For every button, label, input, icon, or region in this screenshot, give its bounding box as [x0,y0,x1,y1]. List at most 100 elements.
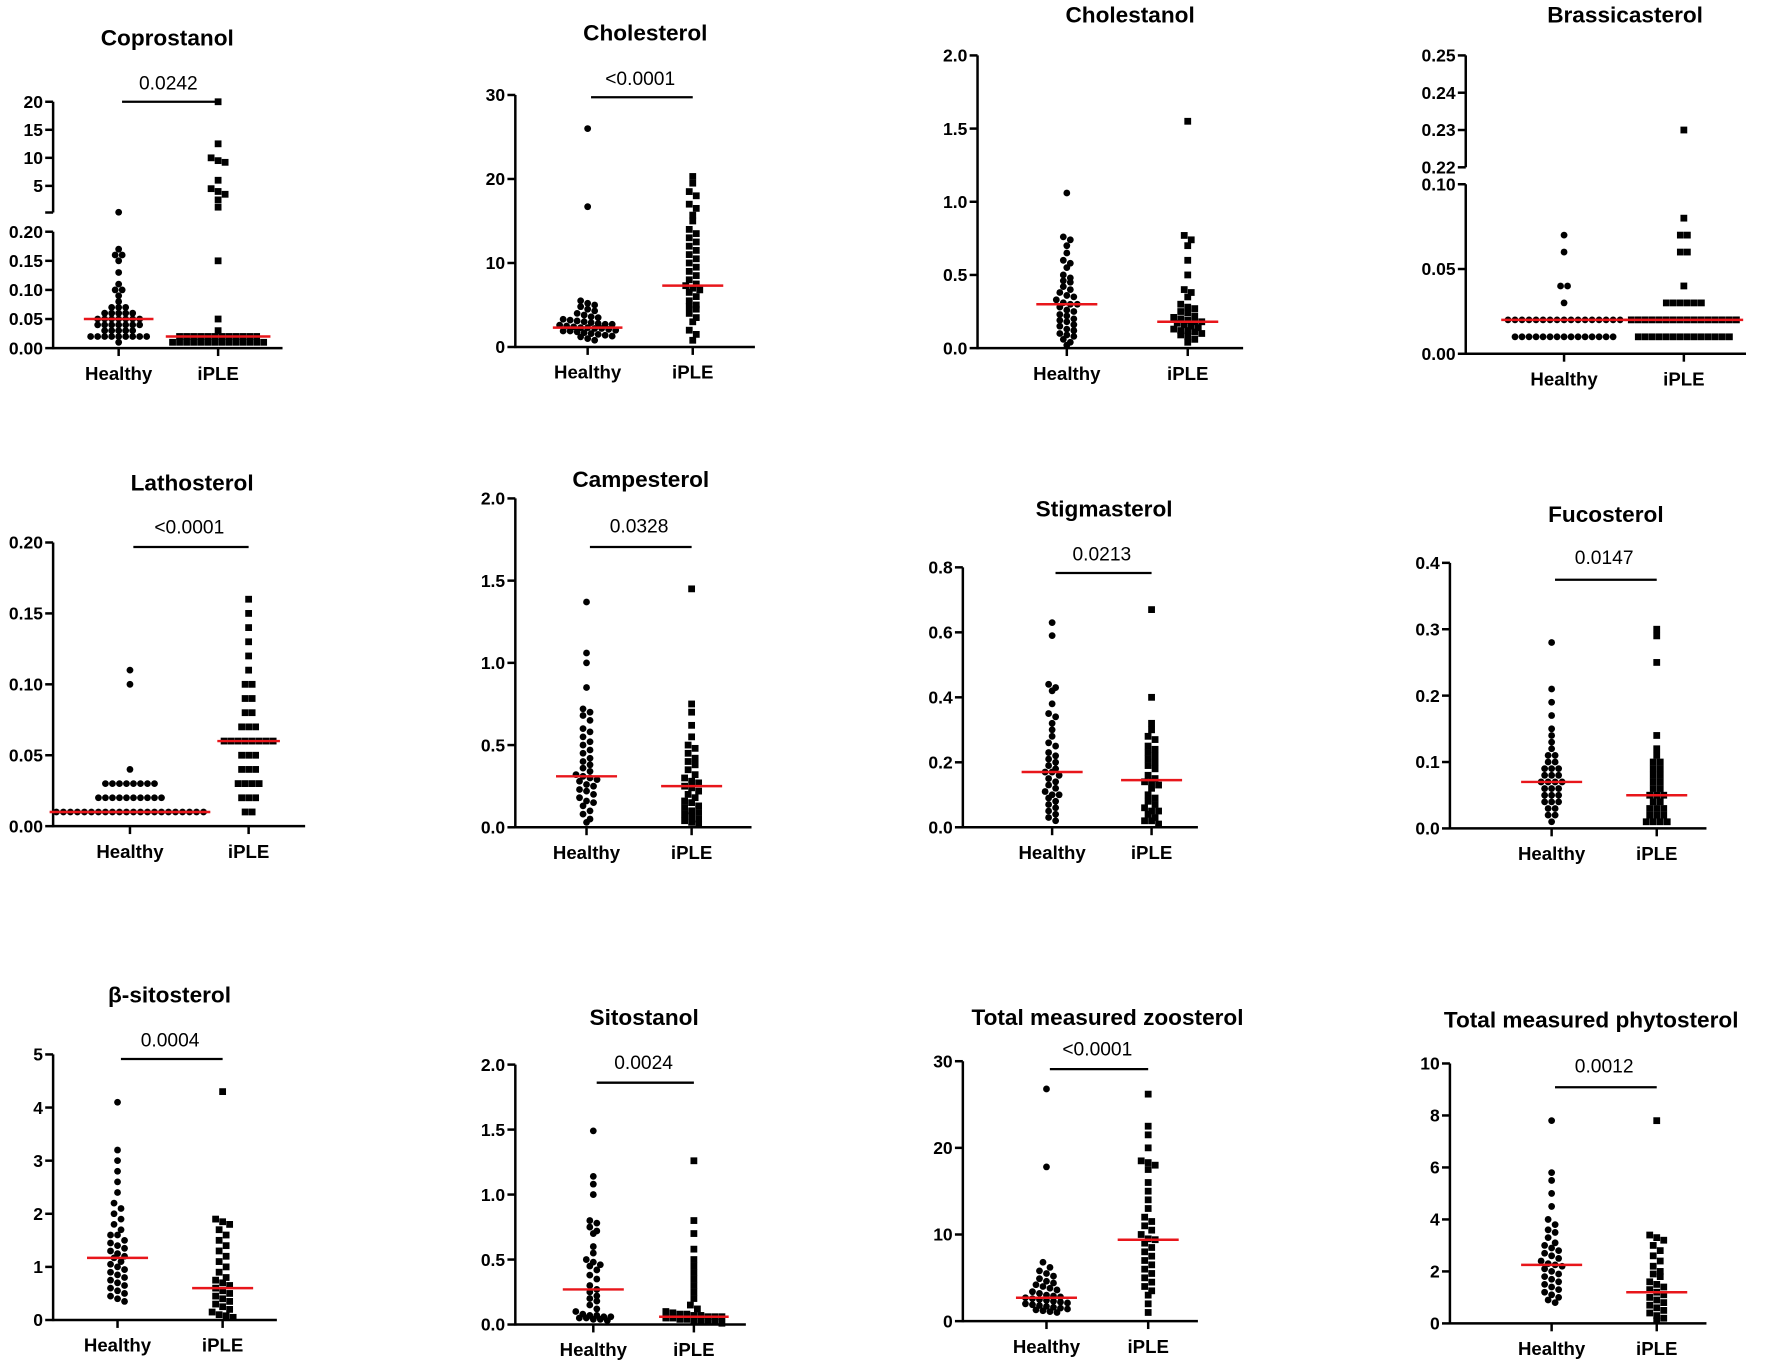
healthy-data-point [566,316,574,324]
healthy-data-point [129,333,137,340]
healthy-data-point [1555,1286,1563,1293]
iple-data-point [688,818,696,826]
healthy-data-point [1553,333,1561,341]
healthy-data-point [136,321,144,329]
healthy-data-point [593,1266,601,1274]
iple-data-point [215,1236,223,1244]
healthy-data-point [123,780,130,787]
iple-data-point [238,751,246,759]
panel-stigmasterol: Stigmasterol 0.0 0.2 0.4 0.6 0.8 Healthy iPLE 0.… [928,497,1198,863]
iple-data-point [1177,308,1185,315]
y-tick-label: 0.2 [928,753,953,773]
iple-data-point [1144,742,1152,750]
iple-data-point [1148,606,1155,613]
iple-data-point [1177,300,1185,308]
iple-data-point [692,301,700,309]
iple-data-point [1151,801,1159,808]
iple-data-point [692,230,700,237]
healthy-data-point [116,780,123,787]
x-tick-label: iPLE [1131,842,1172,863]
iple-data-point [1151,765,1159,773]
iple-data-point [1148,1218,1156,1225]
healthy-data-point [1548,732,1556,739]
iple-data-point [685,297,693,305]
iple-data-point [685,251,693,258]
healthy-data-point [1056,330,1064,337]
iple-data-point [1137,1231,1145,1238]
healthy-data-point [1567,333,1575,341]
healthy-data-point [108,327,116,335]
iple-data-point [248,695,256,702]
iple-data-point [1653,751,1661,759]
iple-data-point [169,338,176,346]
healthy-data-point [1555,1255,1563,1262]
iple-data-point [214,203,222,211]
panel-coprostanol: Coprostanol 0.00 0.05 0.10 0.15 0.20 5 10 15 20 He… [9,25,283,384]
iple-data-point [1170,325,1178,333]
iple-data-point [1660,811,1668,819]
healthy-data-point [579,749,587,757]
iple-data-point [690,1295,698,1302]
iple-data-point [692,255,700,263]
iple-data-point [1655,333,1663,341]
iple-data-point [1649,1270,1657,1278]
healthy-data-point [590,791,597,798]
iple-data-point [690,1288,698,1296]
iple-data-point [669,1309,677,1317]
healthy-data-point [114,1295,121,1303]
healthy-data-point [1063,264,1071,272]
p-value-label: <0.0001 [1062,1040,1132,1061]
panel-total-measured-phytosterol: Total measured phytosterol 0 2 4 6 8 10 Healthy… [1420,1007,1738,1359]
healthy-data-point [1048,619,1056,626]
iple-data-point [221,190,229,198]
iple-data-point [1646,1231,1654,1239]
y-tick-label: 30 [486,85,506,105]
iple-data-point [1177,327,1185,334]
healthy-data-point [1541,1242,1549,1249]
iple-data-point [1653,625,1661,633]
panel-campesterol: Campesterol 0.0 0.5 1.0 1.5 2.0 Healthy iPLE 0.0… [481,467,752,863]
x-tick-label: Healthy [1530,368,1598,389]
healthy-data-point [1032,1281,1040,1289]
iple-data-point [1683,248,1691,256]
healthy-data-point [1555,1278,1563,1286]
healthy-data-point [1557,282,1564,290]
iple-data-point [1144,1122,1152,1130]
healthy-data-point [115,245,123,253]
iple-data-point [683,1315,691,1323]
x-tick-label: Healthy [96,841,164,862]
iple-data-point [1170,313,1178,321]
healthy-data-point [601,331,609,339]
iple-data-point [689,336,697,344]
iple-data-point [681,804,689,811]
iple-data-point [1683,333,1691,341]
healthy-data-point [115,298,123,305]
y-tick-label: 30 [933,1051,953,1071]
iple-data-point [1676,231,1684,239]
healthy-data-point [1032,1306,1040,1314]
healthy-data-point [101,321,109,329]
iple-data-point [1144,1131,1152,1139]
y-tick-label: 0.0 [928,817,953,837]
healthy-data-point [1045,807,1053,815]
iple-data-point [1726,333,1733,341]
iple-data-point [690,1282,698,1289]
healthy-data-point [1036,1275,1043,1283]
healthy-data-point [1555,1294,1563,1301]
healthy-data-point [114,1242,121,1250]
iple-data-point [190,338,197,346]
healthy-data-point [1541,1249,1549,1257]
iple-data-point [1144,1300,1152,1308]
y-tick-label: 1.5 [481,571,506,591]
healthy-data-point [1052,296,1060,304]
iple-data-point [681,817,689,825]
iple-data-point [1191,335,1199,343]
iple-data-point [245,766,253,773]
healthy-data-point [1055,771,1063,779]
iple-data-point [1662,299,1670,307]
iple-data-point [685,225,693,233]
iple-data-point [691,794,699,802]
healthy-data-point [576,794,583,802]
iple-data-point [1141,1283,1149,1290]
y-tick-label: 20 [933,1138,953,1158]
